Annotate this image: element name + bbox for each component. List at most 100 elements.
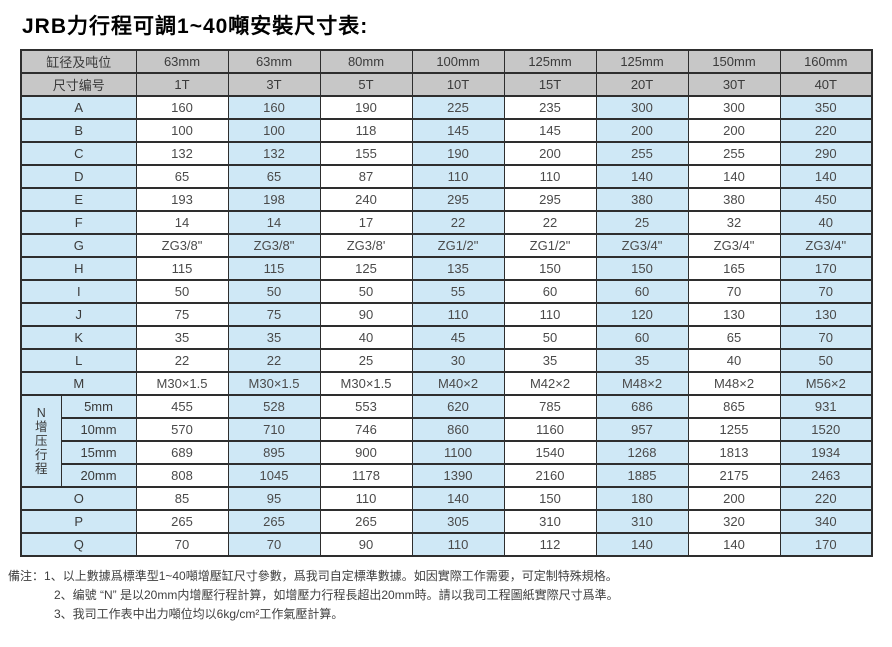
header-cell: 100mm [411, 49, 505, 74]
data-cell: 55 [411, 279, 505, 304]
data-cell: 90 [319, 302, 413, 327]
data-cell: 65 [227, 164, 321, 189]
data-cell: 1045 [227, 463, 321, 488]
data-cell: 14 [227, 210, 321, 235]
data-cell: 220 [779, 486, 873, 511]
header-cell: 63mm [227, 49, 321, 74]
data-cell: 895 [227, 440, 321, 465]
data-cell: 300 [595, 95, 689, 120]
data-cell: 125 [319, 256, 413, 281]
data-cell: 35 [227, 325, 321, 350]
data-cell: 87 [319, 164, 413, 189]
data-cell: 265 [135, 509, 229, 534]
data-cell: ZG3/8' [319, 233, 413, 258]
row-label: C [20, 141, 137, 166]
data-cell: 190 [319, 95, 413, 120]
footnote-line: 備注：1、以上數據爲標準型1~40噸增壓缸尺寸參數，爲我司自定標準數據。如因實際… [8, 567, 892, 586]
data-cell: 110 [411, 164, 505, 189]
row-label: F [20, 210, 137, 235]
data-cell: 75 [227, 302, 321, 327]
header-cell: 125mm [595, 49, 689, 74]
data-cell: 140 [595, 532, 689, 557]
data-cell: M48×2 [687, 371, 781, 396]
data-cell: 380 [687, 187, 781, 212]
data-cell: 132 [135, 141, 229, 166]
data-cell: 198 [227, 187, 321, 212]
header-cell: 10T [411, 72, 505, 97]
data-cell: 65 [135, 164, 229, 189]
footnotes: 備注：1、以上數據爲標準型1~40噸增壓缸尺寸參數，爲我司自定標準數據。如因實際… [8, 567, 892, 625]
data-cell: 340 [779, 509, 873, 534]
data-cell: 235 [503, 95, 597, 120]
data-cell: 22 [503, 210, 597, 235]
data-cell: 100 [135, 118, 229, 143]
data-cell: 140 [687, 164, 781, 189]
data-cell: 60 [503, 279, 597, 304]
row-label: O [20, 486, 137, 511]
data-cell: 145 [503, 118, 597, 143]
data-cell: 450 [779, 187, 873, 212]
data-cell: 150 [503, 486, 597, 511]
data-cell: 120 [595, 302, 689, 327]
data-cell: 110 [411, 532, 505, 557]
row-label: K [20, 325, 137, 350]
data-cell: 2175 [687, 463, 781, 488]
data-cell: 140 [687, 532, 781, 557]
data-cell: 50 [319, 279, 413, 304]
data-cell: 14 [135, 210, 229, 235]
data-cell: 808 [135, 463, 229, 488]
data-cell: 570 [135, 417, 229, 442]
data-cell: M42×2 [503, 371, 597, 396]
data-cell: 40 [779, 210, 873, 235]
data-cell: 50 [227, 279, 321, 304]
data-cell: 1178 [319, 463, 413, 488]
data-cell: 140 [779, 164, 873, 189]
data-cell: ZG3/4" [687, 233, 781, 258]
data-cell: 220 [779, 118, 873, 143]
data-cell: 2160 [503, 463, 597, 488]
row-label: M [20, 371, 137, 396]
data-cell: ZG3/8" [227, 233, 321, 258]
data-cell: 22 [411, 210, 505, 235]
row-label: D [20, 164, 137, 189]
data-cell: ZG1/2" [503, 233, 597, 258]
data-cell: 200 [687, 486, 781, 511]
data-cell: 190 [411, 141, 505, 166]
data-cell: 50 [135, 279, 229, 304]
data-cell: 160 [135, 95, 229, 120]
data-cell: 130 [779, 302, 873, 327]
header-cell: 3T [227, 72, 321, 97]
spec-table-body: 缸径及吨位 63mm 63mm 80mm 100mm 125mm 125mm 150mm 160… [20, 49, 873, 557]
data-cell: 22 [227, 348, 321, 373]
header-cell: 1T [135, 72, 229, 97]
header-row-label: 尺寸编号 [20, 72, 137, 97]
data-cell: 553 [319, 394, 413, 419]
data-cell: 35 [135, 325, 229, 350]
data-cell: 1255 [687, 417, 781, 442]
data-cell: 50 [503, 325, 597, 350]
data-cell: 931 [779, 394, 873, 419]
data-cell: 350 [779, 95, 873, 120]
data-cell: 528 [227, 394, 321, 419]
data-cell: ZG3/4" [595, 233, 689, 258]
header-cell: 160mm [779, 49, 873, 74]
data-cell: 2463 [779, 463, 873, 488]
data-cell: 110 [411, 302, 505, 327]
n-sub-label: 20mm [60, 463, 137, 488]
data-cell: 1934 [779, 440, 873, 465]
data-cell: 320 [687, 509, 781, 534]
data-cell: 265 [319, 509, 413, 534]
data-cell: 746 [319, 417, 413, 442]
data-cell: ZG3/8" [135, 233, 229, 258]
data-cell: 35 [595, 348, 689, 373]
data-cell: 150 [503, 256, 597, 281]
data-cell: 135 [411, 256, 505, 281]
row-label: Q [20, 532, 137, 557]
data-cell: 165 [687, 256, 781, 281]
data-cell: 295 [503, 187, 597, 212]
data-cell: 60 [595, 279, 689, 304]
data-cell: 310 [503, 509, 597, 534]
data-cell: 65 [687, 325, 781, 350]
page-title: JRB力行程可調1~40噸安裝尺寸表: [22, 15, 369, 38]
